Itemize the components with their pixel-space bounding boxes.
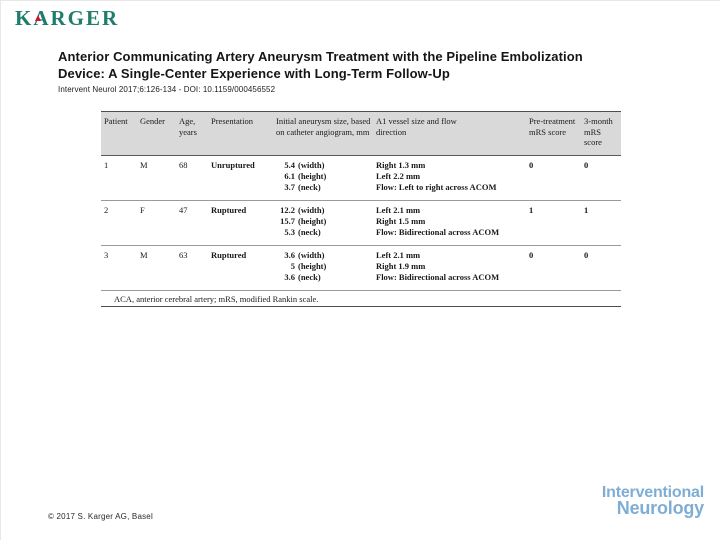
cell-pre-treatment-mrs: 0 <box>526 245 581 291</box>
article-title: Anterior Communicating Artery Aneurysm T… <box>58 48 658 82</box>
size-dimension: (height) <box>298 171 327 181</box>
patient-table: Patient Gender Age, years Presentation I… <box>101 111 621 307</box>
journal-logo-line1: Interventional <box>601 484 704 501</box>
aneurysm-size-line: 5.4 (width) <box>276 160 371 171</box>
header-age: Age, years <box>176 111 208 156</box>
header-patient: Patient <box>101 111 137 156</box>
cell-patient: 1 <box>101 155 137 201</box>
aneurysm-size-line: 5 (height) <box>276 261 371 272</box>
aneurysm-size-line: 15.7 (height) <box>276 216 371 227</box>
cell-gender: M <box>137 155 176 201</box>
karger-logo-text: KARGER <box>15 6 120 30</box>
size-dimension: (neck) <box>298 227 321 237</box>
cell-3-month-mrs: 1 <box>581 200 621 246</box>
cell-pre-treatment-mrs: 0 <box>526 155 581 201</box>
patient-table-header: Patient Gender Age, years Presentation I… <box>101 111 621 156</box>
cell-patient: 3 <box>101 245 137 291</box>
size-value: 5.4 <box>284 160 295 170</box>
cell-gender: M <box>137 245 176 291</box>
aneurysm-size-line: 3.6 (width) <box>276 250 371 261</box>
a1-vessel-line: Left 2.1 mm <box>376 250 421 260</box>
a1-vessel-line: Right 1.9 mm <box>376 261 426 271</box>
aneurysm-size-line: 3.7 (neck) <box>276 182 371 193</box>
cell-a1-vessel: Left 2.1 mm Right 1.9 mm Flow: Bidirection… <box>373 245 526 291</box>
journal-logo-line2: Neurology <box>616 498 704 519</box>
header-3-month-mrs: 3-month mRS score <box>581 111 621 156</box>
cell-pre-treatment-mrs: 1 <box>526 200 581 246</box>
interventional-neurology-logo: Interventional Neurology <box>601 484 704 519</box>
size-dimension: (neck) <box>298 182 321 192</box>
header-initial-aneurysm-size: Initial aneurysm size, based on catheter… <box>273 111 373 156</box>
a1-vessel-line: Right 1.3 mm <box>376 160 426 170</box>
cell-aneurysm-size: 12.2 (width) 15.7 (height) 5.3 (neck) <box>273 200 373 246</box>
table-row: 3 M 63 Ruptured 3.6 (width) 5 (height) 3.6 (neck)… <box>101 245 621 291</box>
cell-age: 63 <box>176 245 208 291</box>
a1-vessel-line: Flow: Bidirectional across ACOM <box>376 227 500 237</box>
a1-vessel-line: Flow: Bidirectional across ACOM <box>376 272 500 282</box>
karger-triangle-icon <box>35 15 41 21</box>
a1-vessel-line: Left 2.2 mm <box>376 171 421 181</box>
copyright-text: © 2017 S. Karger AG, Basel <box>48 512 153 521</box>
cell-aneurysm-size: 5.4 (width) 6.1 (height) 3.7 (neck) <box>273 155 373 201</box>
cell-presentation: Unruptured <box>208 155 273 201</box>
aneurysm-size-line: 6.1 (height) <box>276 171 371 182</box>
header-a1-vessel: A1 vessel size and flow direction <box>373 111 526 156</box>
patient-table-body: 1 M 68 Unruptured 5.4 (width) 6.1 (height) 3.7 (n… <box>101 155 621 291</box>
table-footnote: ACA, anterior cerebral artery; mRS, modi… <box>114 294 319 304</box>
size-value: 5.3 <box>284 227 295 237</box>
size-dimension: (neck) <box>298 272 321 282</box>
size-value: 3.7 <box>284 182 295 192</box>
cell-a1-vessel: Right 1.3 mm Left 2.2 mm Flow: Left to rig… <box>373 155 526 201</box>
size-dimension: (width) <box>298 160 325 170</box>
size-value: 12.2 <box>280 205 295 215</box>
size-dimension: (width) <box>298 205 325 215</box>
size-value: 5 <box>290 261 295 271</box>
a1-vessel-line: Left 2.1 mm <box>376 205 421 215</box>
header-gender: Gender <box>137 111 176 156</box>
a1-vessel-line: Flow: Left to right across ACOM <box>376 182 497 192</box>
a1-vessel-line: Right 1.5 mm <box>376 216 426 226</box>
cell-age: 68 <box>176 155 208 201</box>
cell-patient: 2 <box>101 200 137 246</box>
size-value: 3.6 <box>284 250 295 260</box>
cell-3-month-mrs: 0 <box>581 245 621 291</box>
size-dimension: (width) <box>298 250 325 260</box>
footnote-row: ACA, anterior cerebral artery; mRS, modi… <box>101 291 621 307</box>
article-citation: Intervent Neurol 2017;6:126-134 - DOI: 1… <box>58 85 276 94</box>
size-value: 15.7 <box>280 216 295 226</box>
cell-a1-vessel: Left 2.1 mm Right 1.5 mm Flow: Bidirection… <box>373 200 526 246</box>
cell-presentation: Ruptured <box>208 200 273 246</box>
size-value: 3.6 <box>284 272 295 282</box>
cell-presentation: Ruptured <box>208 245 273 291</box>
karger-logo: KARGER <box>15 6 119 31</box>
table-row: 2 F 47 Ruptured 12.2 (width) 15.7 (height) 5.3 (n… <box>101 200 621 246</box>
size-value: 6.1 <box>284 171 295 181</box>
aneurysm-size-line: 3.6 (neck) <box>276 272 371 283</box>
header-pre-treatment-mrs: Pre-treatment mRS score <box>526 111 581 156</box>
article-title-line1: Anterior Communicating Artery Aneurysm T… <box>58 49 583 64</box>
cell-aneurysm-size: 3.6 (width) 5 (height) 3.6 (neck) <box>273 245 373 291</box>
table-row: 1 M 68 Unruptured 5.4 (width) 6.1 (height) 3.7 (n… <box>101 155 621 201</box>
cell-gender: F <box>137 200 176 246</box>
header-row: Patient Gender Age, years Presentation I… <box>101 111 621 156</box>
patient-table-footer: ACA, anterior cerebral artery; mRS, modi… <box>101 291 621 307</box>
article-title-line2: Device: A Single-Center Experience with … <box>58 66 450 81</box>
header-presentation: Presentation <box>208 111 273 156</box>
size-dimension: (height) <box>298 261 327 271</box>
size-dimension: (height) <box>298 216 327 226</box>
aneurysm-size-line: 5.3 (neck) <box>276 227 371 238</box>
cell-age: 47 <box>176 200 208 246</box>
aneurysm-size-line: 12.2 (width) <box>276 205 371 216</box>
cell-3-month-mrs: 0 <box>581 155 621 201</box>
